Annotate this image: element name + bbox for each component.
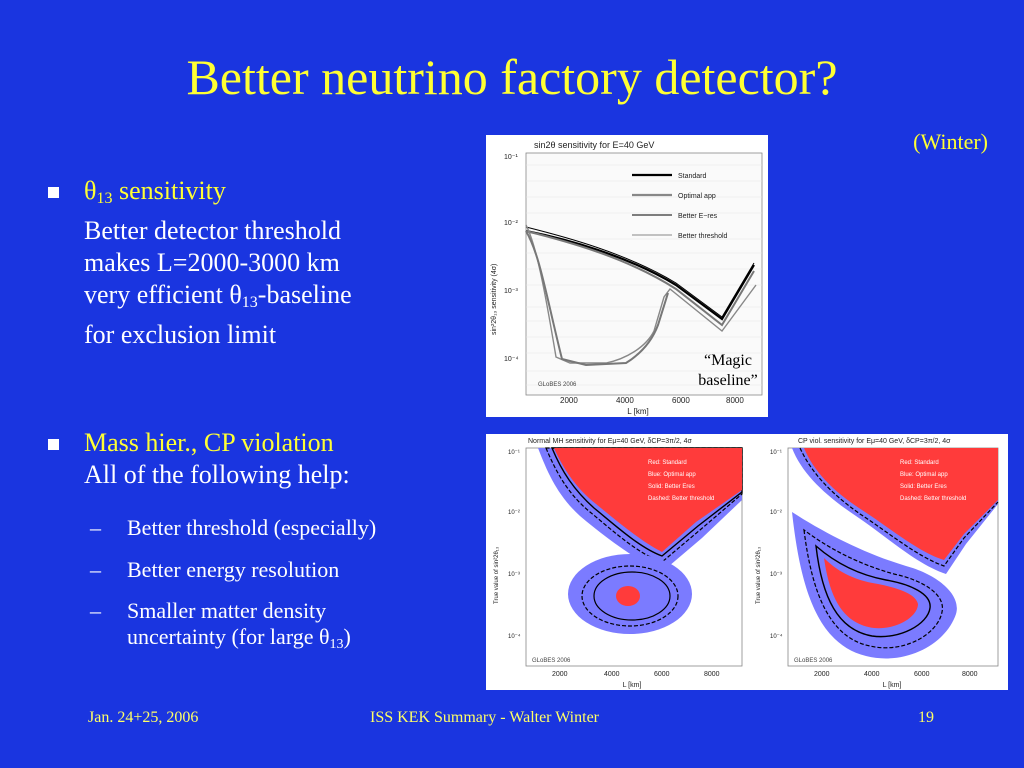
curve-optimal xyxy=(525,230,755,327)
y-tick: 10⁻⁴ xyxy=(508,633,521,640)
x-axis-label: L [km] xyxy=(883,682,902,689)
contour-figures: Normal MH sensitivity for Eμ=40 GeV, δCP… xyxy=(486,434,1008,690)
bullet-square xyxy=(48,187,59,198)
legend-label: Solid: Better Eres xyxy=(648,484,695,490)
y-tick: 10⁻¹ xyxy=(508,450,520,456)
bullet-line: very efficient θ13-baseline xyxy=(84,280,352,311)
red-island xyxy=(616,586,640,606)
footer-title: ISS KEK Summary - Walter Winter xyxy=(370,709,599,726)
sensitivity-plot: sin2θ sensitivity for E=40 GeV 10⁻¹ 10⁻²… xyxy=(491,140,763,416)
curve-better-eres xyxy=(525,226,755,318)
x-tick: 4000 xyxy=(616,396,634,405)
magic-baseline-annotation: “Magic baseline” xyxy=(698,352,758,389)
bullet-line: for exclusion limit xyxy=(84,320,277,349)
solid-contour xyxy=(550,447,743,557)
bullet-heading: θ13 sensitivity xyxy=(84,176,226,207)
figure-title: sin2θ sensitivity for E=40 GeV xyxy=(534,140,654,150)
y-tick: 10⁻² xyxy=(508,510,520,516)
globes-watermark: GLoBES 2006 xyxy=(794,658,833,664)
dashed-island xyxy=(581,565,679,627)
footer-date: Jan. 24+25, 2006 xyxy=(88,709,199,726)
legend-label: Optimal app xyxy=(678,193,716,200)
legend-label: Better threshold xyxy=(678,233,728,240)
x-axis-label: L [km] xyxy=(623,682,642,689)
bullet-heading: Mass hier., CP violation xyxy=(84,428,334,457)
y-tick: 10⁻⁴ xyxy=(770,633,783,640)
x-tick: 8000 xyxy=(726,396,744,405)
dashed-contour xyxy=(799,447,999,567)
x-tick: 8000 xyxy=(704,671,720,678)
x-tick: 2000 xyxy=(552,671,568,678)
legend-label: Dashed: Better threshold xyxy=(900,496,966,502)
legend-label: Blue: Optimal app xyxy=(648,472,696,478)
red-island xyxy=(824,558,918,629)
y-tick: 10⁻² xyxy=(504,220,518,227)
legend: Standard Optimal app Better E−res Better… xyxy=(632,173,728,240)
legend-label: Dashed: Better threshold xyxy=(648,496,714,502)
sub-item: Better energy resolution xyxy=(127,557,340,582)
x-tick: 6000 xyxy=(914,671,930,678)
dash-marker: – xyxy=(90,557,101,582)
y-axis-label: True value of sin²2θ₁₃ xyxy=(494,546,500,604)
bullet-mass-hierarchy: Mass hier., CP violation All of the foll… xyxy=(84,427,350,491)
page-number: 19 xyxy=(918,709,934,726)
contour-plots: Normal MH sensitivity for Eμ=40 GeV, δCP… xyxy=(494,438,999,689)
mass-hierarchy-panel: Normal MH sensitivity for Eμ=40 GeV, δCP… xyxy=(494,438,743,689)
y-axis-label: sin²2θ₁₃ sensitivity (4σ) xyxy=(491,264,498,335)
x-axis-label: L [km] xyxy=(627,407,648,416)
panel-title: CP viol. sensitivity for Eμ=40 GeV, δCP=… xyxy=(798,438,951,445)
bullet-line: makes L=2000-3000 km xyxy=(84,248,340,277)
red-region xyxy=(554,448,742,552)
panel-title: Normal MH sensitivity for Eμ=40 GeV, δCP… xyxy=(528,438,693,445)
x-tick: 2000 xyxy=(814,671,830,678)
globes-watermark: GLoBES 2006 xyxy=(538,382,577,388)
x-tick: 8000 xyxy=(962,671,978,678)
solid-island xyxy=(815,544,931,638)
dashed-contour xyxy=(545,447,743,563)
dashed-island xyxy=(803,528,943,649)
x-tick: 6000 xyxy=(672,396,690,405)
y-tick: 10⁻³ xyxy=(504,288,518,295)
x-tick: 4000 xyxy=(864,671,880,678)
y-tick: 10⁻¹ xyxy=(770,450,782,456)
x-tick: 6000 xyxy=(654,671,670,678)
legend-label: Blue: Optimal app xyxy=(900,472,948,478)
dash-marker: – xyxy=(90,515,101,540)
y-axis-label: True value of sin²2θ₁₃ xyxy=(756,546,762,604)
y-tick: 10⁻² xyxy=(770,510,782,516)
legend-label: Standard xyxy=(678,173,707,180)
y-tick: 10⁻³ xyxy=(770,572,782,578)
sub-item: Better threshold (especially) xyxy=(127,515,377,540)
y-tick: 10⁻³ xyxy=(508,572,520,578)
bullet-theta13: θ13 sensitivity Better detector threshol… xyxy=(84,175,352,351)
globes-watermark: GLoBES 2006 xyxy=(532,658,571,664)
solid-island xyxy=(593,571,671,621)
curve-optimal-low xyxy=(525,230,669,367)
y-tick: 10⁻⁴ xyxy=(504,356,519,363)
author-note: (Winter) xyxy=(913,129,988,154)
legend-label: Red: Standard xyxy=(648,460,687,466)
sub-item: Smaller matter density uncertainty (for … xyxy=(127,598,351,652)
y-tick: 10⁻¹ xyxy=(504,154,518,161)
x-tick: 2000 xyxy=(560,396,578,405)
theta13-sensitivity-figure: sin2θ sensitivity for E=40 GeV 10⁻¹ 10⁻²… xyxy=(486,135,768,417)
x-tick: 4000 xyxy=(604,671,620,678)
slide-title: Better neutrino factory detector? xyxy=(186,49,838,105)
legend-label: Solid: Better Eres xyxy=(900,484,947,490)
bullet-line: Better detector threshold xyxy=(84,216,342,245)
dash-marker: – xyxy=(90,598,101,623)
legend-label: Red: Standard xyxy=(900,460,939,466)
bullet-square xyxy=(48,439,59,450)
bullet-line: All of the following help: xyxy=(84,460,350,489)
legend-label: Better E−res xyxy=(678,213,718,220)
red-region xyxy=(804,448,998,560)
cp-violation-panel: CP viol. sensitivity for Eμ=40 GeV, δCP=… xyxy=(756,438,999,689)
